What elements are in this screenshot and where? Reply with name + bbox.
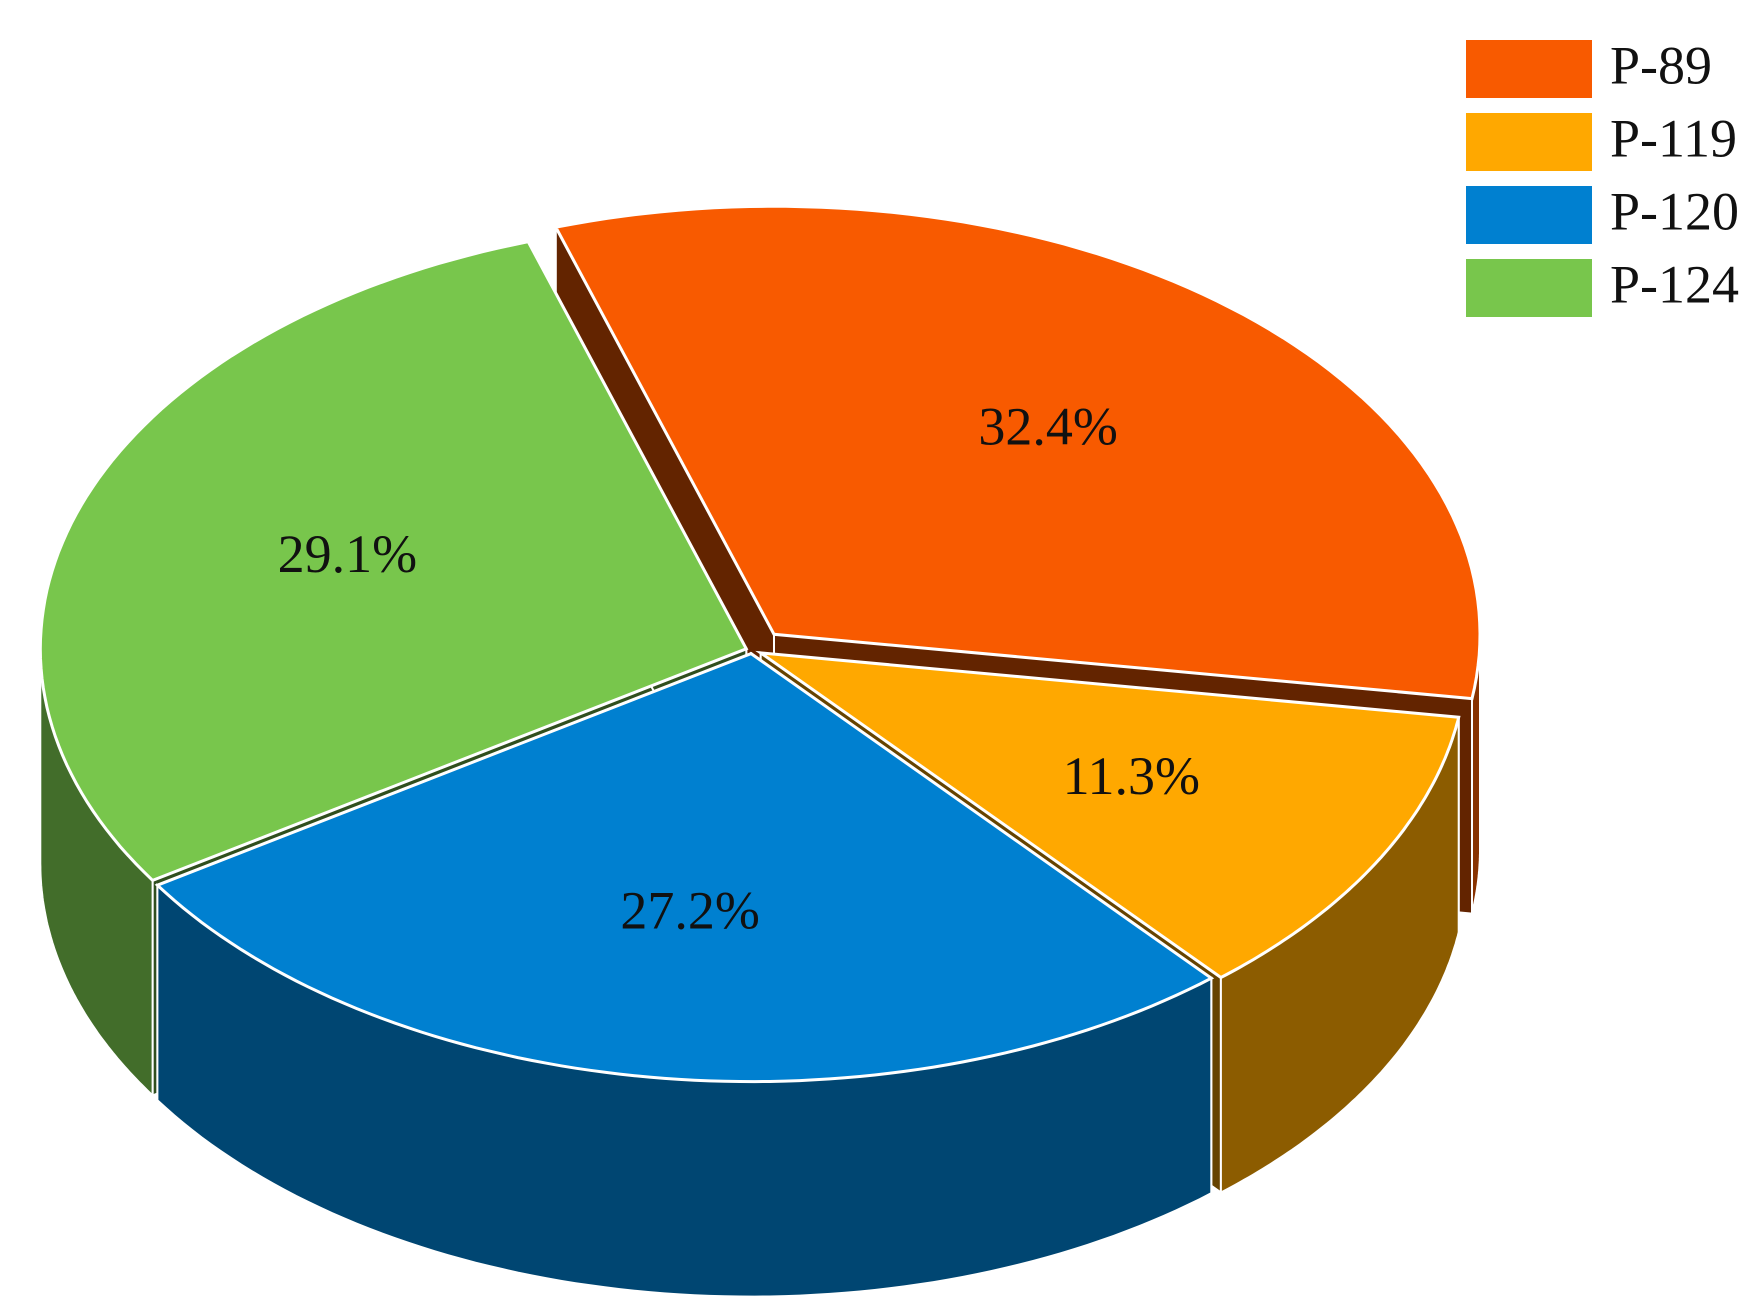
legend-swatch	[1466, 40, 1592, 98]
slice	[553, 204, 1482, 701]
legend-label: P-120	[1610, 181, 1739, 241]
data-label: 27.2%	[620, 881, 759, 941]
legend-label: P-119	[1610, 108, 1737, 168]
legend-swatch	[1466, 113, 1592, 171]
data-label: 32.4%	[978, 396, 1117, 456]
legend-swatch	[1466, 186, 1592, 244]
data-label: 29.1%	[278, 524, 417, 584]
legend-swatch	[1466, 259, 1592, 317]
legend-label: P-89	[1610, 35, 1712, 95]
slice	[38, 240, 749, 883]
data-label: 11.3%	[1063, 746, 1200, 806]
slice	[755, 650, 1461, 980]
legend-label: P-124	[1610, 254, 1739, 314]
slice	[154, 651, 1215, 1084]
